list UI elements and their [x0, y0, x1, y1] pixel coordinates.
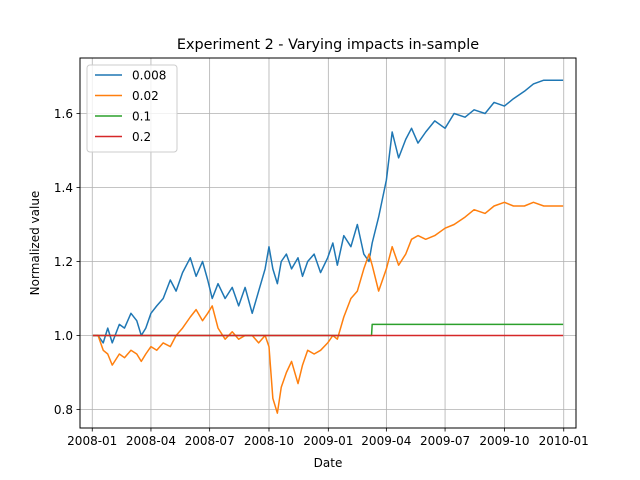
x-tick-label: 2009-01 [303, 434, 353, 448]
x-tick-label: 2009-10 [479, 434, 529, 448]
plot-series [92, 79, 564, 414]
x-tick-label: 2010-01 [539, 434, 589, 448]
series-line-0-008 [92, 79, 564, 344]
y-axis-title: Normalized value [28, 191, 42, 296]
legend-label: 0.008 [132, 68, 166, 82]
x-tick-label: 2009-07 [420, 434, 470, 448]
x-tick-label: 2008-04 [126, 434, 176, 448]
y-tick-label: 1.0 [54, 329, 73, 343]
legend-label: 0.2 [132, 130, 151, 144]
legend-label: 0.02 [132, 89, 159, 103]
x-axis-title: Date [314, 456, 343, 470]
series-line-0-02 [92, 201, 564, 414]
y-tick-label: 1.4 [54, 181, 73, 195]
x-tick-label: 2008-07 [185, 434, 235, 448]
y-tick-label: 0.8 [54, 403, 73, 417]
legend: 0.008 0.02 0.1 0.2 [86, 64, 178, 153]
legend-label: 0.1 [132, 109, 151, 123]
x-tick-label: 2008-01 [67, 434, 117, 448]
y-tick-label: 1.2 [54, 255, 73, 269]
x-tick-label: 2009-04 [361, 434, 411, 448]
chart-title: Experiment 2 - Varying impacts in-sample [177, 37, 479, 53]
y-tick-label: 1.6 [54, 107, 73, 121]
legend-box [86, 64, 178, 153]
x-tick-label: 2008-10 [244, 434, 294, 448]
axis-ticks: 2008-01 2008-04 2008-07 2008-10 2009-01 2009-… [54, 107, 589, 448]
